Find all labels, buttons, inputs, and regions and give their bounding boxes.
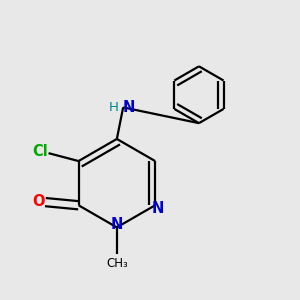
Text: Cl: Cl	[32, 144, 48, 159]
Text: H: H	[109, 101, 118, 114]
Text: CH₃: CH₃	[106, 256, 128, 270]
Text: O: O	[32, 194, 45, 209]
Text: N: N	[123, 100, 135, 115]
Text: N: N	[152, 201, 164, 216]
Text: N: N	[111, 217, 123, 232]
